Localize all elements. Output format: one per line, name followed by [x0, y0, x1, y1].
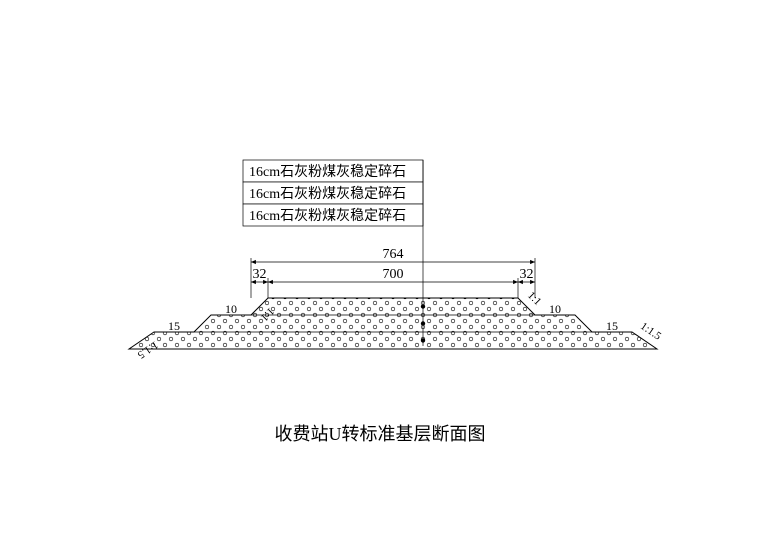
offset-label: 15 — [168, 319, 180, 333]
dim-label: 764 — [383, 247, 404, 262]
dimension-lines: 764 32 700 32 — [251, 247, 535, 298]
gravel-hatch — [0, 0, 760, 544]
dim-label: 32 — [253, 267, 267, 282]
layer-label-2: 16cm石灰粉煤灰稳定碎石 — [249, 186, 406, 202]
layer-label-3: 16cm石灰粉煤灰稳定碎石 — [249, 208, 406, 224]
offset-label: 10 — [549, 302, 561, 316]
diagram-title: 收费站U转标准基层断面图 — [275, 424, 486, 444]
dim-label: 700 — [383, 267, 404, 282]
layer-label-1: 16cm石灰粉煤灰稳定碎石 — [249, 164, 406, 180]
slope-label: 1:1 — [525, 290, 543, 308]
offset-label: 10 — [225, 302, 237, 316]
dim-label: 32 — [520, 267, 534, 282]
offset-label: 15 — [606, 319, 618, 333]
